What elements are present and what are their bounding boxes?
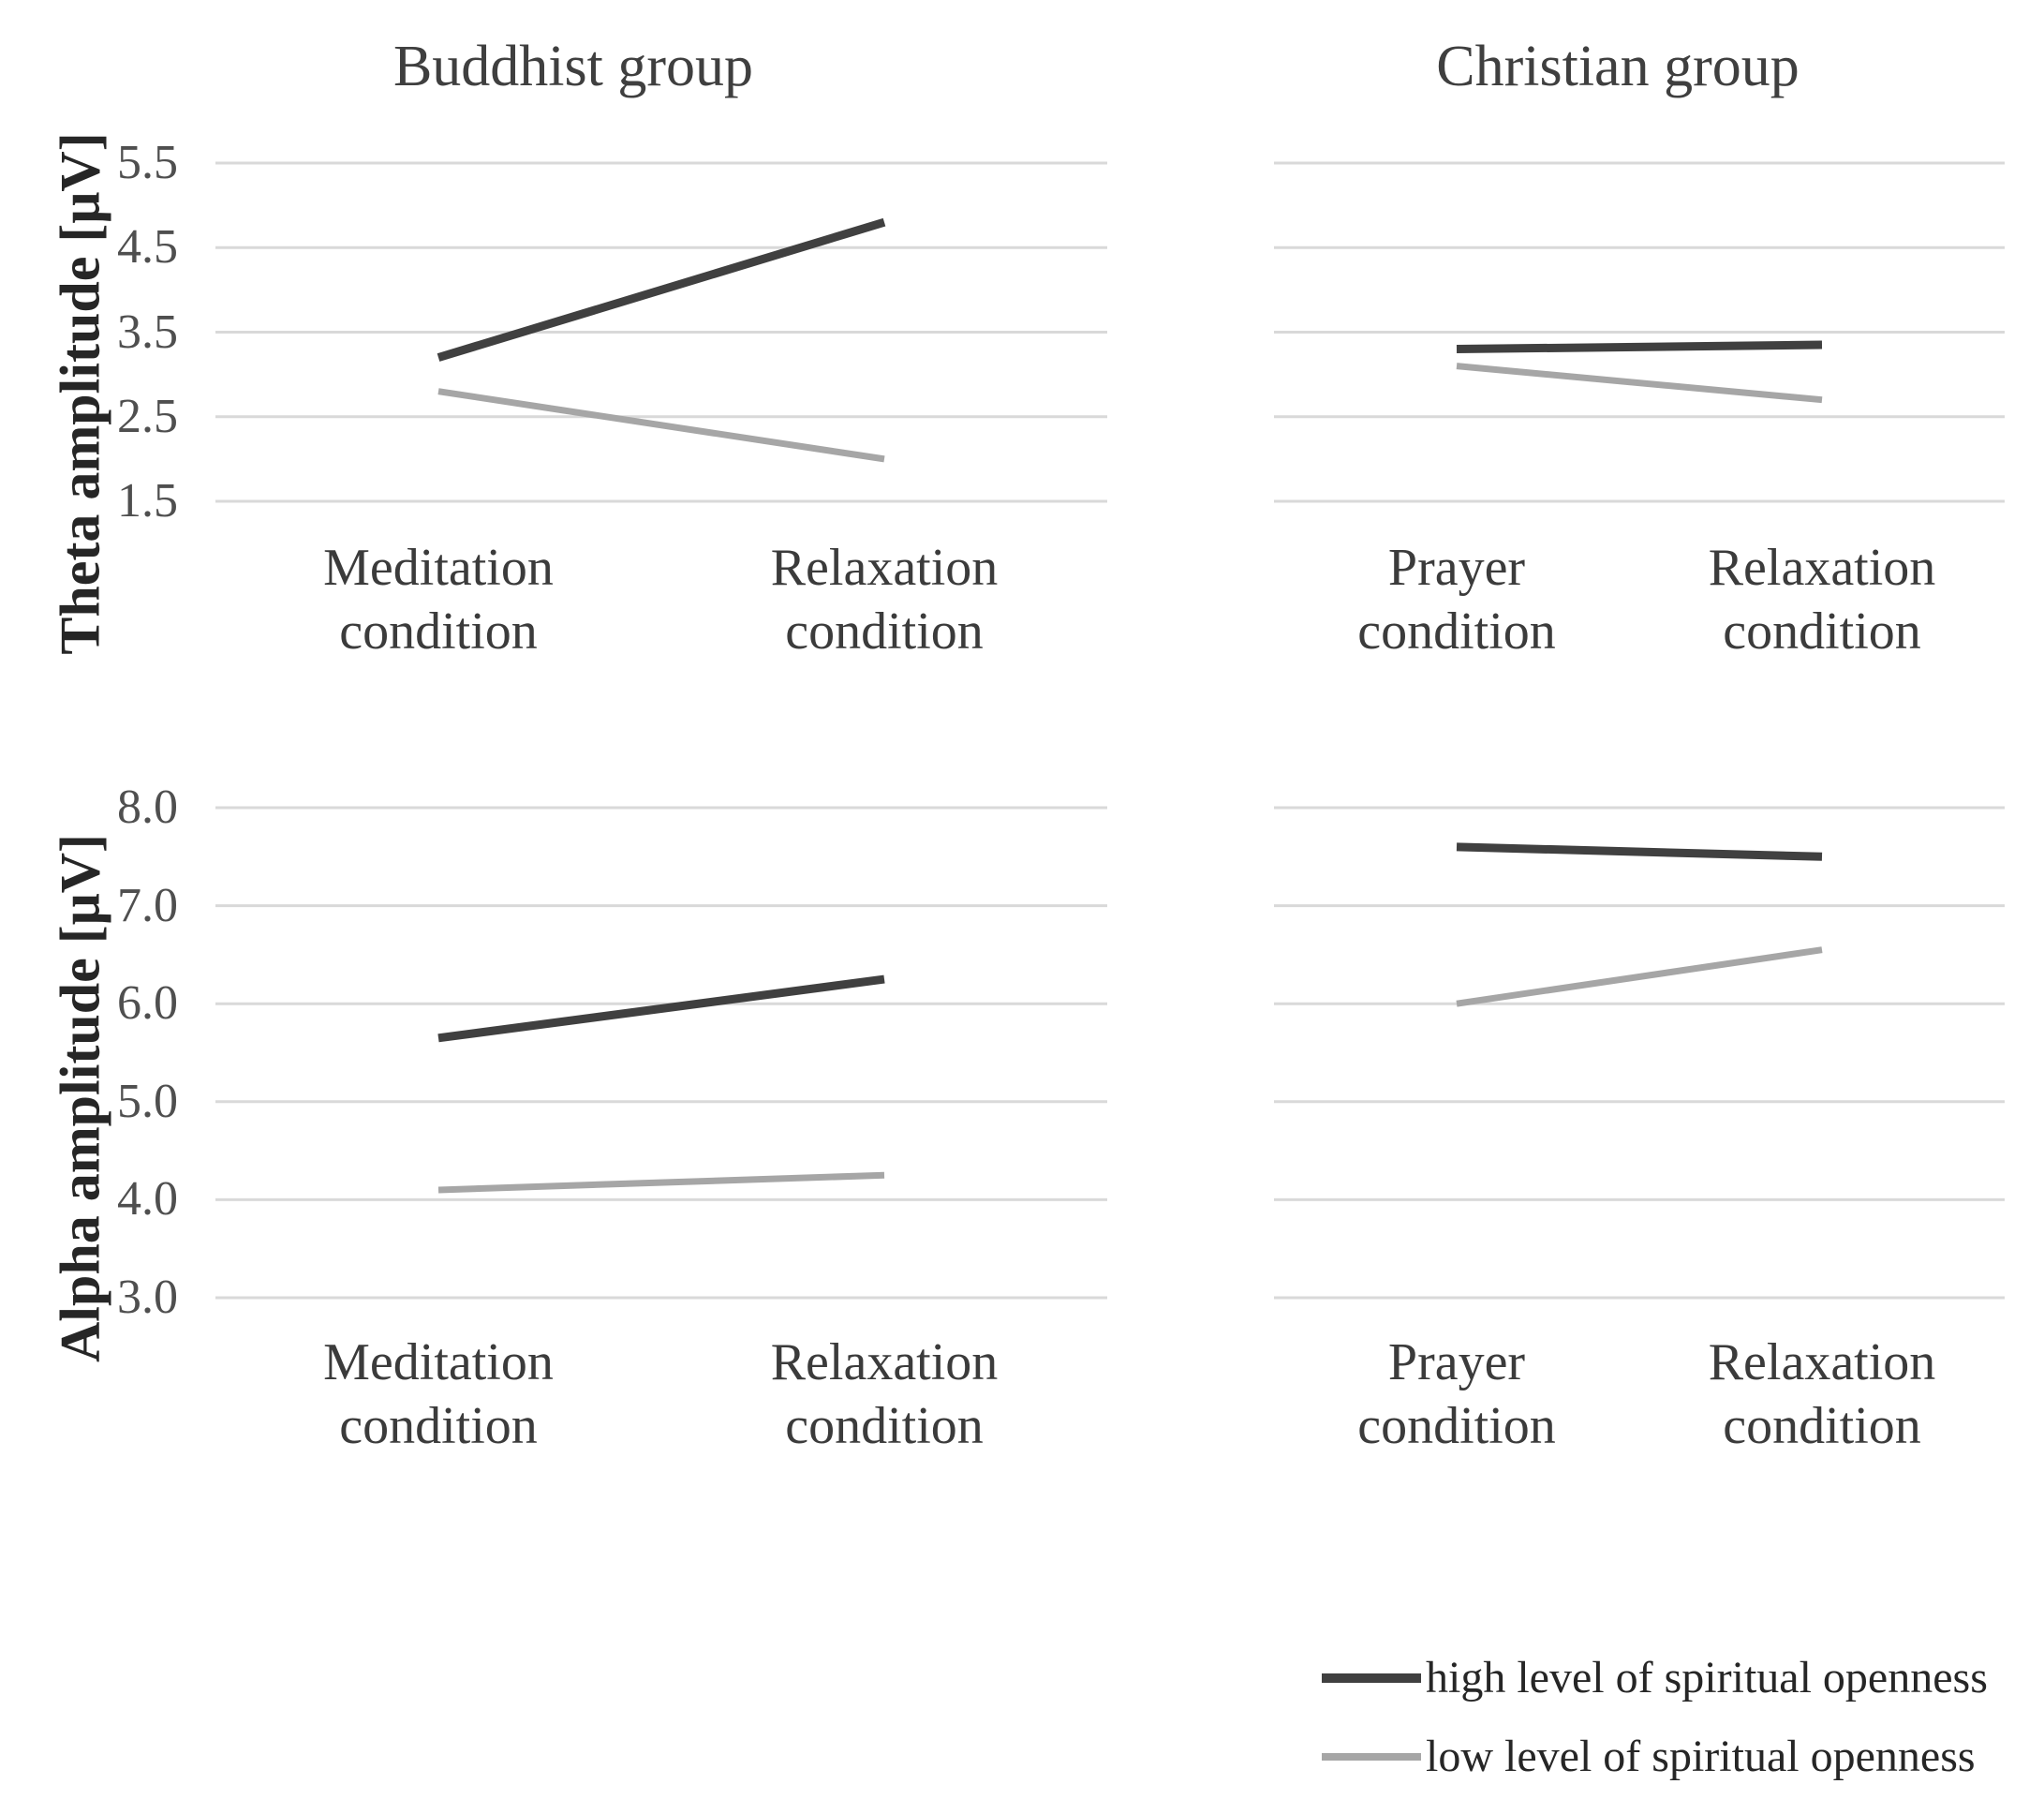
xlabel-line: condition [339, 602, 538, 661]
theta-buddhist-plot [215, 161, 1107, 503]
alpha-buddhist-plot [215, 806, 1107, 1300]
xlabel-theta-christian-relaxation: Relaxation condition [1607, 536, 2037, 663]
theta-buddhist-line-high [437, 217, 886, 362]
alpha-ytick-8-0: 8.0 [117, 781, 178, 834]
xlabel-line: Relaxation [1708, 1333, 1936, 1391]
alpha-christian-plot [1274, 806, 2005, 1300]
xlabel-line: Meditation [323, 1333, 554, 1391]
xlabel-line: Relaxation [770, 539, 999, 597]
theta-ytick-1-5: 1.5 [117, 474, 178, 528]
legend-line-high-swatch [1322, 1673, 1421, 1683]
xlabel-line: condition [785, 1397, 984, 1455]
xlabel-line: condition [785, 602, 984, 661]
alpha-buddhist-line-high [437, 974, 885, 1043]
theta-ytick-3-5: 3.5 [117, 305, 178, 359]
xlabel-line: Prayer [1387, 1333, 1526, 1391]
xlabel-line: condition [1357, 1397, 1556, 1455]
xlabel-theta-buddhist-meditation: Meditation condition [223, 536, 654, 663]
alpha-christian-line-low [1456, 946, 1823, 1007]
xlabel-line: condition [1357, 602, 1556, 661]
xlabel-theta-buddhist-relaxation: Relaxation condition [669, 536, 1100, 663]
legend-label-low: low level of spiritual openness [1426, 1732, 1976, 1781]
alpha-ytick-4-0: 4.0 [117, 1172, 178, 1226]
xlabel-alpha-buddhist-meditation: Meditation condition [223, 1331, 654, 1458]
xlabel-alpha-buddhist-relaxation: Relaxation condition [669, 1331, 1100, 1458]
theta-ytick-2-5: 2.5 [117, 390, 178, 443]
theta-christian-plot [1274, 161, 2005, 503]
xlabel-line: Relaxation [770, 1333, 999, 1391]
xlabel-line: Prayer [1387, 539, 1526, 597]
theta-ytick-4-5: 4.5 [117, 220, 178, 274]
alpha-christian-line-high [1456, 842, 1823, 861]
theta-buddhist-line-low [437, 388, 885, 463]
alpha-ytick-7-0: 7.0 [117, 879, 178, 932]
xlabel-alpha-christian-prayer: Prayer condition [1241, 1331, 1672, 1458]
theta-ytick-5-5: 5.5 [117, 136, 178, 189]
chart-title-christian: Christian group [1436, 35, 1800, 98]
alpha-ytick-6-0: 6.0 [117, 976, 178, 1030]
legend-label-high: high level of spiritual openness [1426, 1653, 1988, 1702]
xlabel-line: Meditation [323, 539, 554, 597]
theta-christian-line-high [1456, 340, 1823, 354]
alpha-ytick-5-0: 5.0 [117, 1075, 178, 1128]
alpha-ytick-3-0: 3.0 [117, 1271, 178, 1324]
xlabel-alpha-christian-relaxation: Relaxation condition [1607, 1331, 2037, 1458]
chart-title-buddhist: Buddhist group [393, 35, 754, 98]
xlabel-line: condition [339, 1397, 538, 1455]
xlabel-line: condition [1723, 602, 1921, 661]
xlabel-line: Relaxation [1708, 539, 1936, 597]
xlabel-line: condition [1723, 1397, 1921, 1455]
legend-line-low-swatch [1322, 1753, 1421, 1761]
theta-christian-line-low [1456, 363, 1823, 404]
alpha-buddhist-line-low [437, 1171, 885, 1194]
xlabel-theta-christian-prayer: Prayer condition [1241, 536, 1672, 663]
